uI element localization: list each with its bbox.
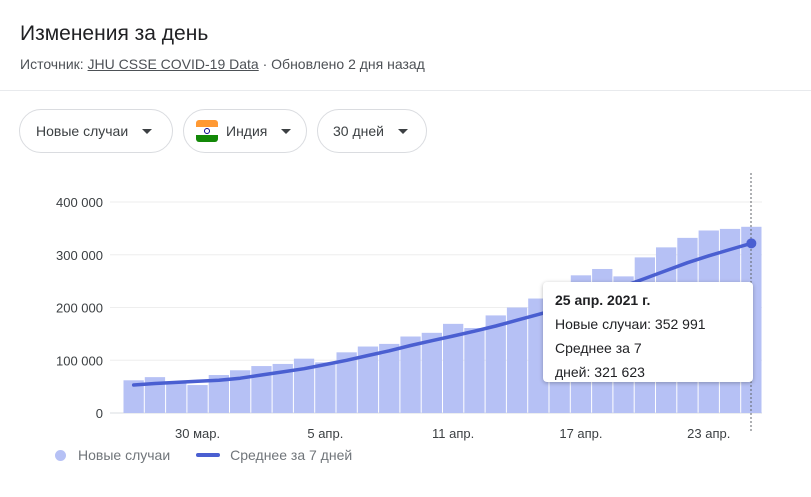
source-link[interactable]: JHU CSSE COVID-19 Data (87, 56, 259, 72)
bar[interactable] (421, 332, 442, 413)
bar[interactable] (336, 352, 357, 413)
page-title: Изменения за день (20, 22, 209, 45)
divider (0, 90, 811, 91)
bar[interactable] (208, 375, 229, 413)
updated-text: · Обновлено 2 дня назад (258, 56, 425, 72)
bar[interactable] (293, 358, 315, 413)
bar[interactable] (251, 366, 272, 413)
bar[interactable] (230, 370, 251, 413)
legend-bars-label: Новые случаи (78, 447, 171, 463)
legend-bars-marker (55, 449, 66, 461)
bar[interactable] (443, 323, 464, 413)
tooltip-average-line1: Среднее за 7 (555, 340, 642, 356)
bar[interactable] (272, 363, 293, 413)
bar[interactable] (400, 336, 421, 413)
x-tick-label: 23 апр. (687, 426, 730, 441)
bar[interactable] (187, 385, 208, 413)
y-tick-label: 100 000 (56, 353, 103, 368)
chart-tooltip: 25 апр. 2021 г. Новые случаи: 352 991 Ср… (543, 282, 753, 382)
bar[interactable] (315, 362, 336, 413)
bar[interactable] (123, 380, 144, 413)
tooltip-cases: Новые случаи: 352 991 (555, 316, 706, 332)
bar[interactable] (166, 383, 187, 413)
legend-line-label: Среднее за 7 дней (230, 447, 353, 463)
bar[interactable] (485, 315, 506, 413)
metric-dropdown[interactable]: Новые случаи (19, 109, 173, 153)
legend-line-marker (196, 453, 221, 457)
x-tick-label: 11 апр. (432, 426, 474, 441)
source-line: Источник: JHU CSSE COVID-19 Data · Обнов… (20, 56, 425, 72)
hover-point (746, 238, 757, 249)
tooltip-average-line2: дней: 321 623 (555, 364, 645, 380)
period-dropdown-label: 30 дней (333, 123, 384, 139)
chevron-down-icon (281, 128, 292, 134)
metric-dropdown-label: Новые случаи (36, 123, 129, 139)
tooltip-date: 25 апр. 2021 г. (555, 292, 651, 308)
bar[interactable] (379, 343, 400, 413)
chart-legend: Новые случаи Среднее за 7 дней (55, 447, 352, 463)
chevron-down-icon (142, 128, 153, 134)
y-tick-label: 200 000 (56, 301, 103, 316)
x-tick-label: 17 апр. (559, 426, 602, 441)
source-prefix: Источник: (20, 56, 88, 72)
bar[interactable] (144, 377, 166, 413)
y-tick-label: 0 (96, 406, 103, 421)
country-dropdown-label: Индия (226, 123, 268, 139)
country-dropdown[interactable]: Индия (183, 109, 307, 153)
y-tick-label: 300 000 (56, 248, 103, 263)
bar[interactable] (464, 328, 485, 413)
x-tick-label: 30 мар. (175, 426, 220, 441)
bar[interactable] (506, 307, 528, 414)
x-tick-label: 5 апр. (307, 426, 343, 441)
average-line (131, 241, 754, 387)
india-flag-icon (196, 120, 218, 142)
y-tick-label: 400 000 (56, 195, 103, 210)
period-dropdown[interactable]: 30 дней (317, 109, 427, 153)
chevron-down-icon (397, 128, 408, 134)
bar[interactable] (357, 346, 379, 413)
